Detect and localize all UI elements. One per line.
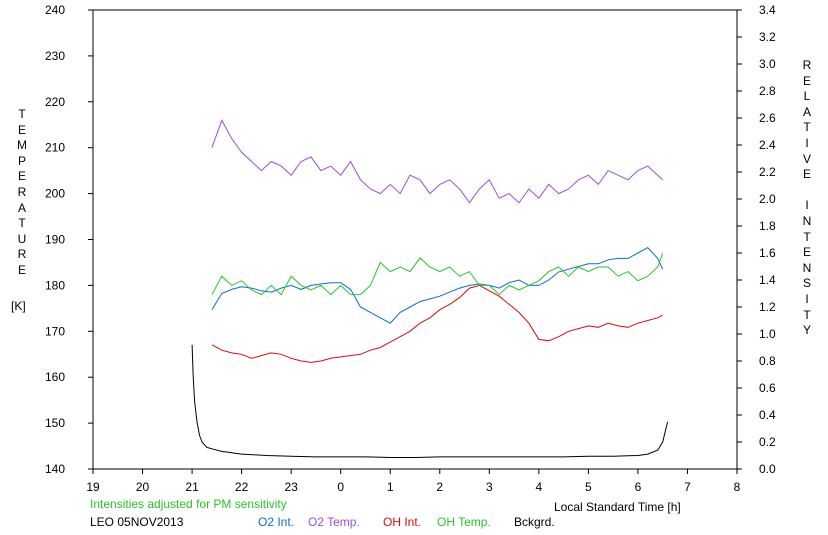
station-date: LEO 05NOV2013: [90, 515, 184, 529]
y-right-tick-label: 2.0: [759, 192, 776, 206]
x-tick-label: 0: [337, 480, 344, 494]
x-tick-label: 7: [684, 480, 691, 494]
x-tick-label: 4: [536, 480, 543, 494]
y-left-tick-label: 140: [45, 462, 65, 476]
y-right-tick-label: 1.2: [759, 300, 776, 314]
y-left-tick-label: 220: [45, 95, 65, 109]
tick-layer: 19 20 21 22 23 0 1 2 3 4 5 6 7 8140150160170180190200…: [45, 3, 776, 494]
right-axis-letter: I: [805, 292, 809, 306]
y-right-tick-label: 2.4: [759, 138, 776, 152]
x-tick-label: 8: [734, 480, 741, 494]
right-axis-letter: I: [805, 136, 809, 150]
y-right-tick-label: 0.8: [759, 354, 776, 368]
x-tick-label: 6: [635, 480, 642, 494]
left-axis-letter: A: [17, 200, 26, 215]
x-tick-label: 22: [235, 480, 249, 494]
x-tick-label: 3: [486, 480, 493, 494]
plot-frame: [92, 9, 738, 470]
legend-o2-temp: O2 Temp.: [308, 515, 360, 529]
legend-bckgrd: Bckgrd.: [514, 515, 555, 529]
series-line-o2-int: [211, 246, 664, 324]
legend-o2-int: O2 Int.: [258, 515, 295, 529]
left-axis-letter: R: [17, 247, 27, 262]
right-axis-letter: V: [802, 151, 811, 166]
series-line-oh-int: [211, 284, 663, 363]
right-axis-letter: L: [803, 89, 811, 104]
right-axis-letter: T: [803, 120, 811, 135]
series-line-o2-temp: [211, 118, 664, 204]
right-axis-letter: I: [805, 198, 809, 213]
y-left-tick-label: 210: [45, 141, 65, 155]
left-axis-letter: E: [17, 122, 26, 137]
right-axis-letter: E: [802, 73, 811, 88]
series-line-oh-temp: [211, 253, 664, 296]
y-right-tick-label: 0.6: [759, 381, 776, 395]
left-axis-letter: E: [17, 169, 26, 184]
x-tick-label: 2: [436, 480, 443, 494]
y-left-tick-label: 180: [45, 278, 65, 292]
y-left-tick-label: 200: [45, 187, 65, 201]
y-left-tick-label: 160: [45, 370, 65, 384]
x-tick-label: 19: [86, 480, 100, 494]
right-axis-letter: T: [803, 307, 811, 322]
y-right-tick-label: 2.2: [759, 165, 776, 179]
y-right-tick-label: 2.6: [759, 111, 776, 125]
series-line-bckgrd: [191, 344, 669, 458]
x-axis-label: Local Standard Time [h]: [554, 500, 681, 514]
y-left-tick-label: 150: [45, 416, 65, 430]
legend-oh-temp: OH Temp.: [437, 515, 491, 529]
left-axis-letter: T: [18, 107, 26, 121]
y-left-tick-label: 230: [45, 49, 65, 63]
y-right-tick-label: 1.4: [759, 273, 776, 287]
left-axis-letter: U: [17, 231, 27, 246]
y-left-tick-label: 170: [45, 324, 65, 338]
left-axis-letter: T: [18, 216, 26, 231]
y-right-tick-label: 1.6: [759, 246, 776, 260]
y-right-tick-label: 0.4: [759, 408, 776, 422]
left-axis-letter: E: [17, 263, 26, 277]
right-axis-letter: S: [802, 276, 811, 291]
y-left-tick-label: 240: [45, 3, 65, 17]
right-axis-letter: A: [802, 104, 811, 119]
y-right-tick-label: 1.8: [759, 219, 776, 233]
y-right-tick-label: 0.2: [759, 435, 776, 449]
right-axis-letter: Y: [802, 323, 811, 338]
y-right-tick-label: 0.0: [759, 462, 776, 476]
right-axis-letter: R: [802, 58, 812, 72]
x-tick-label: 5: [585, 480, 592, 494]
right-axis-letter: T: [803, 229, 811, 244]
y-right-tick-label: 3.4: [759, 3, 776, 17]
legend-oh-int: OH Int.: [383, 515, 422, 529]
y-right-tick-label: 2.8: [759, 84, 776, 98]
y-right-tick-label: 3.2: [759, 30, 776, 44]
x-tick-label: 21: [185, 480, 199, 494]
y-left-tick-label: 190: [45, 233, 65, 247]
left-axis-letter: M: [17, 138, 27, 153]
right-axis-letter: E: [802, 245, 811, 260]
left-axis-letter: R: [17, 185, 27, 199]
sensitivity-note: Intensities adjusted for PM sensitivity: [90, 497, 287, 511]
left-axis-letter: P: [17, 153, 26, 168]
left-axis-unit: [K]: [11, 299, 26, 313]
y-right-tick-label: 3.0: [759, 57, 776, 71]
right-axis-letter: E: [802, 167, 811, 182]
x-tick-label: 23: [284, 480, 298, 494]
x-tick-label: 1: [387, 480, 394, 494]
series-layer: [191, 118, 669, 458]
right-axis-letter: N: [802, 214, 812, 228]
right-axis-letter: N: [802, 260, 812, 275]
y-right-tick-label: 1.0: [759, 327, 776, 341]
x-tick-label: 20: [136, 480, 150, 494]
